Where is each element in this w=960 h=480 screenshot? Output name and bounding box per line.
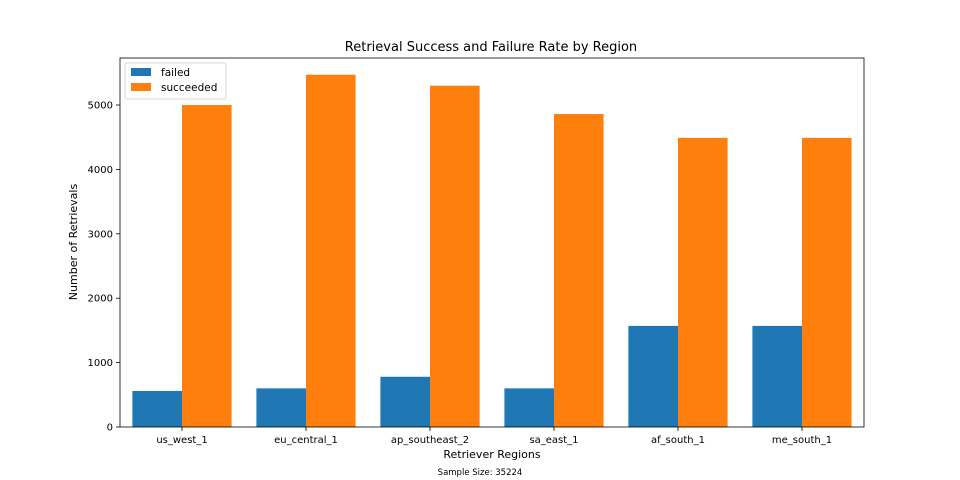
- legend-swatch-failed: [131, 68, 151, 76]
- bar-failed-af_south_1: [628, 325, 678, 427]
- y-tick-label: 3000: [88, 229, 113, 240]
- y-axis: 0 1000 2000 3000 4000 5000: [88, 101, 120, 434]
- legend: failed succeeded: [124, 62, 227, 100]
- y-axis-title: Number of Retrievals: [67, 184, 80, 301]
- legend-swatch-succeeded: [131, 83, 151, 91]
- x-tick-label: sa_east_1: [529, 435, 578, 446]
- bar-failed-us_west_1: [132, 390, 182, 427]
- y-tick-label: 5000: [88, 101, 113, 112]
- bar-failed-me_south_1: [752, 325, 802, 427]
- sample-size-note: Sample Size: 35224: [438, 468, 523, 478]
- x-tick-label: us_west_1: [156, 435, 207, 446]
- x-tick-label: ap_southeast_2: [391, 435, 469, 446]
- x-axis-title: Retriever Regions: [443, 448, 541, 461]
- bar-succeeded-me_south_1: [802, 137, 852, 428]
- bar-succeeded-eu_central_1: [306, 74, 356, 427]
- bar-succeeded-ap_southeast_2: [430, 85, 480, 427]
- x-tick-label: af_south_1: [651, 435, 705, 446]
- legend-label-failed: failed: [161, 67, 190, 79]
- legend-label-succeeded: succeeded: [161, 82, 217, 94]
- bar-succeeded-us_west_1: [182, 105, 232, 427]
- bar-failed-ap_southeast_2: [380, 376, 430, 427]
- chart-title: Retrieval Success and Failure Rate by Re…: [345, 40, 637, 55]
- x-tick-label: eu_central_1: [274, 435, 338, 446]
- bar-succeeded-sa_east_1: [554, 114, 604, 427]
- y-tick-label: 4000: [88, 165, 113, 176]
- x-tick-label: me_south_1: [772, 435, 832, 446]
- bar-failed-sa_east_1: [504, 388, 554, 427]
- bar-succeeded-af_south_1: [678, 137, 728, 428]
- x-axis: us_west_1 eu_central_1 ap_southeast_2 sa_ea…: [156, 427, 832, 446]
- plot-frame: [119, 57, 865, 428]
- bars-group: [132, 74, 852, 428]
- bar-failed-eu_central_1: [256, 388, 306, 427]
- y-tick-label: 0: [107, 423, 113, 434]
- y-tick-label: 1000: [88, 358, 113, 369]
- y-tick-label: 2000: [88, 294, 113, 305]
